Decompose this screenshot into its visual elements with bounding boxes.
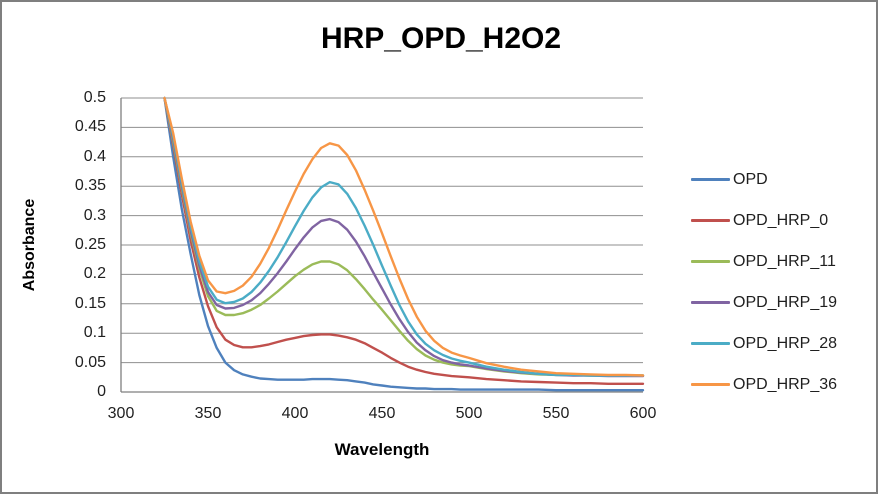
- legend-item: OPD: [691, 159, 871, 200]
- y-tick-label: 0.4: [83, 147, 106, 165]
- x-tick-label: 450: [368, 405, 396, 422]
- y-tick-label: 0.05: [74, 353, 106, 371]
- legend: OPD OPD_HRP_0 OPD_HRP_11 OPD_HRP_19 OPD_HRP_…: [691, 159, 871, 405]
- x-tick-label: 500: [455, 405, 483, 422]
- x-tick-label: 300: [107, 405, 135, 422]
- series-line-OPD_HRP_28: [163, 96, 645, 377]
- series-line-OPD_HRP_11: [163, 96, 645, 377]
- x-tick-label: 400: [281, 405, 309, 422]
- x-axis-title: Wavelength: [334, 440, 430, 459]
- series-line-OPD: [163, 96, 645, 392]
- legend-label: OPD_HRP_11: [733, 252, 836, 270]
- y-tick-label: 0: [97, 383, 106, 400]
- legend-item: OPD_HRP_11: [691, 241, 871, 282]
- legend-swatch-icon: [691, 260, 730, 263]
- x-tick-label: 350: [194, 405, 222, 422]
- y-tick-label: 0.3: [83, 206, 106, 224]
- y-tick-label: 0.1: [83, 324, 106, 342]
- legend-label: OPD: [733, 170, 768, 188]
- x-tick-label: 550: [542, 405, 570, 422]
- legend-item: OPD_HRP_19: [691, 282, 871, 323]
- series-line-OPD_HRP_36: [163, 96, 645, 377]
- legend-item: OPD_HRP_0: [691, 200, 871, 241]
- legend-label: OPD_HRP_28: [733, 334, 838, 352]
- legend-item: OPD_HRP_36: [691, 364, 871, 405]
- y-tick-label: 0.15: [74, 294, 106, 312]
- y-tick-label: 0.5: [83, 89, 106, 106]
- x-tick-label: 600: [629, 405, 657, 422]
- y-tick-label: 0.25: [74, 236, 106, 253]
- legend-label: OPD_HRP_19: [733, 293, 838, 311]
- y-axis-title: Absorbance: [21, 198, 38, 292]
- chart-title: HRP_OPD_H2O2: [320, 22, 562, 55]
- legend-swatch-icon: [691, 178, 730, 181]
- legend-label: OPD_HRP_0: [733, 211, 829, 229]
- legend-item: OPD_HRP_28: [691, 323, 871, 364]
- y-tick-label: 0.45: [74, 118, 106, 136]
- legend-label: OPD_HRP_36: [733, 375, 838, 393]
- series-line-OPD_HRP_0: [163, 96, 645, 385]
- y-tick-label: 0.35: [74, 177, 106, 195]
- legend-swatch-icon: [691, 383, 730, 386]
- legend-swatch-icon: [691, 301, 730, 304]
- legend-swatch-icon: [691, 342, 730, 345]
- y-tick-label: 0.2: [83, 265, 106, 283]
- legend-swatch-icon: [691, 219, 730, 222]
